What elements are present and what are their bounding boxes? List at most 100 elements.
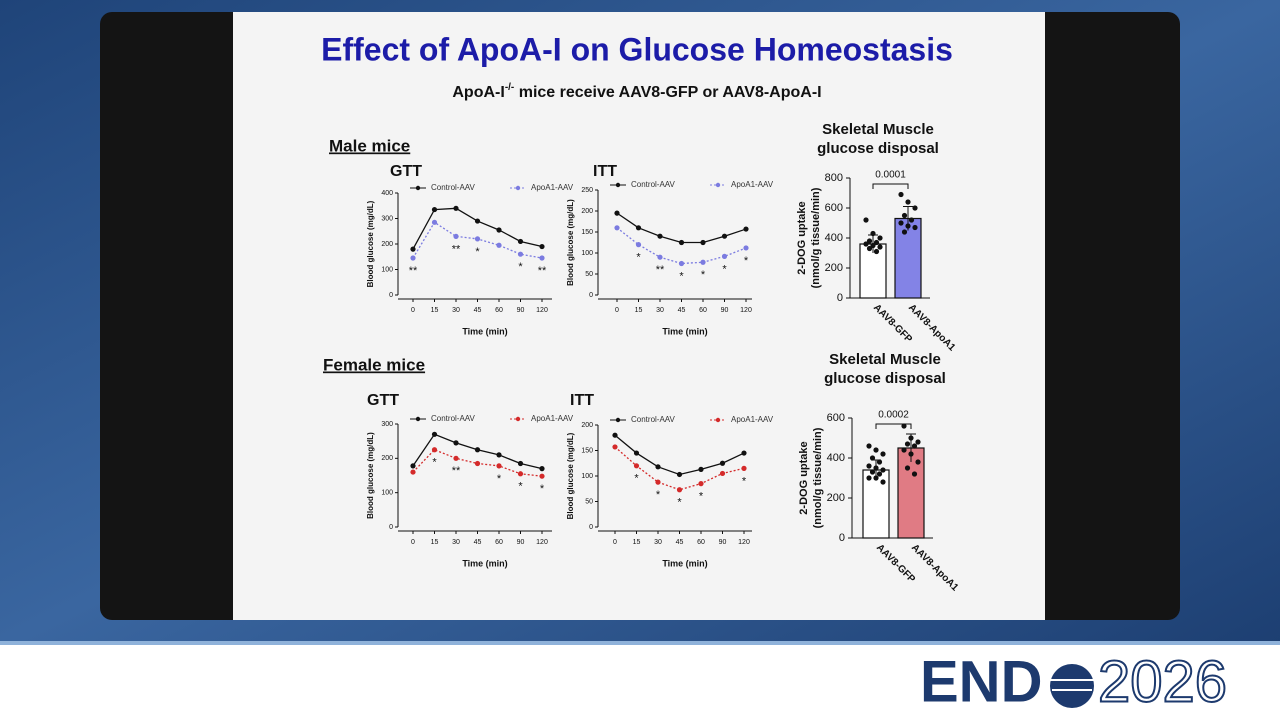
x-tick-label: 15: [635, 307, 643, 314]
y-axis-label: Blood glucose (mg/dL): [566, 432, 575, 519]
y-tick-label: 400: [827, 452, 845, 464]
y-tick-label: 200: [581, 208, 593, 215]
x-axis-label: Time (min): [462, 326, 507, 336]
data-point: [655, 464, 661, 470]
y-axis-label: 2-DOG uptake: [796, 201, 808, 274]
data-point: [474, 218, 481, 224]
p-value: 0.0002: [878, 410, 909, 421]
data-point: [431, 206, 438, 213]
logo-left: END: [920, 649, 1042, 714]
x-tick-label: 15: [431, 307, 439, 314]
data-point: [877, 244, 883, 250]
data-point: [453, 233, 459, 239]
chart-title: GTT: [390, 163, 422, 180]
data-point: [539, 473, 545, 479]
legend-marker: [415, 185, 421, 191]
data-point: [614, 225, 620, 231]
y-axis-label: (nmol/g tissue/min): [812, 427, 824, 528]
chart-title: ITT: [593, 163, 617, 180]
data-point: [517, 251, 524, 257]
y-axis-label: (nmol/g tissue/min): [810, 187, 822, 288]
data-point: [901, 229, 908, 235]
data-point: [876, 459, 883, 465]
chart-title: ITT: [570, 392, 594, 409]
y-tick-label: 250: [581, 187, 593, 194]
y-tick-label: 0: [589, 524, 593, 531]
significance: **: [452, 465, 461, 477]
x-tick-label: 30: [452, 307, 460, 314]
subtitle: ApoA-I-/- mice receive AAV8-GFP or AAV8-…: [452, 82, 821, 102]
data-point: [612, 432, 618, 438]
data-point: [517, 471, 524, 477]
data-point: [912, 205, 918, 211]
data-point: [474, 236, 481, 242]
logo-right: 2026: [1098, 649, 1227, 714]
chart-title: glucose disposal: [824, 370, 946, 387]
significance: *: [656, 489, 661, 501]
data-point: [719, 460, 726, 466]
data-point: [539, 243, 545, 250]
significance: *: [699, 491, 704, 503]
data-point: [474, 447, 481, 453]
data-point: [719, 470, 726, 477]
data-point: [873, 475, 879, 481]
significance: *: [540, 483, 545, 495]
chart-title: glucose disposal: [817, 140, 939, 157]
legend-label: ApoA1-AAV: [731, 415, 774, 424]
data-point: [612, 444, 618, 450]
data-point: [904, 441, 911, 447]
logo-globe: [1050, 664, 1094, 708]
y-tick-label: 200: [381, 455, 393, 462]
y-tick-label: 600: [825, 202, 843, 214]
x-tick-label: 90: [517, 307, 525, 314]
chart-title: Skeletal Muscle: [829, 351, 941, 368]
legend-label: ApoA1-AAV: [531, 414, 574, 423]
significance: **: [452, 243, 461, 255]
data-point: [911, 471, 918, 477]
data-point: [743, 245, 749, 251]
data-point: [877, 235, 883, 241]
p-value: 0.0001: [875, 170, 906, 181]
subtitle-sup: -/-: [505, 82, 514, 93]
data-point: [898, 191, 904, 198]
y-tick-label: 100: [581, 250, 593, 257]
x-tick-label: 30: [452, 539, 460, 546]
significance: *: [679, 270, 684, 282]
data-point: [908, 217, 915, 223]
y-tick-label: 100: [381, 490, 393, 497]
legend-marker: [515, 185, 521, 191]
y-axis-label: Blood glucose (mg/dL): [366, 432, 375, 519]
legend-marker: [715, 417, 721, 423]
x-tick-label: 15: [431, 539, 439, 546]
data-point: [876, 471, 883, 477]
data-point: [873, 239, 880, 246]
significance: *: [475, 246, 480, 258]
data-point: [866, 475, 872, 481]
y-tick-label: 0: [837, 292, 843, 304]
data-point: [700, 259, 706, 265]
y-tick-label: 200: [381, 241, 393, 248]
data-point: [496, 242, 502, 248]
data-point: [496, 227, 502, 233]
footer-line: [0, 641, 1280, 645]
x-tick-label: 90: [721, 307, 729, 314]
data-point: [410, 255, 416, 261]
data-point: [915, 439, 921, 445]
y-tick-label: 150: [581, 229, 593, 236]
data-point: [721, 233, 728, 239]
y-tick-label: 200: [581, 422, 593, 429]
subtitle-rest: mice receive AAV8-GFP or AAV8-ApoA-I: [514, 84, 821, 101]
significance: *: [744, 255, 749, 267]
data-point: [741, 465, 747, 471]
x-tick-label: 30: [656, 307, 664, 314]
y-tick-label: 400: [825, 232, 843, 244]
p-bracket: [875, 423, 912, 429]
data-point: [657, 233, 663, 239]
x-tick-label: 120: [536, 307, 548, 314]
data-point: [912, 224, 918, 231]
significance: *: [634, 473, 639, 485]
x-axis-label: Time (min): [662, 558, 707, 568]
legend-marker: [415, 416, 421, 422]
data-point: [431, 431, 438, 437]
y-tick-label: 600: [827, 412, 845, 424]
